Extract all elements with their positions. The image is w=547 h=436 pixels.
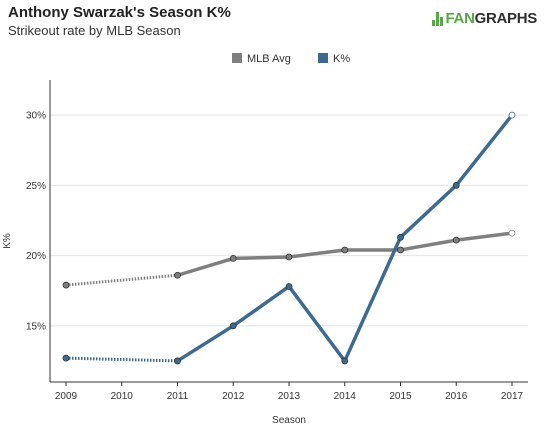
- data-point[interactable]: [62, 354, 70, 362]
- series-k-: [62, 111, 516, 365]
- data-point[interactable]: [452, 181, 460, 189]
- series-mlb-avg: [62, 229, 516, 289]
- legend-swatch: [232, 53, 242, 63]
- legend-label: MLB Avg: [247, 53, 291, 65]
- data-point[interactable]: [174, 357, 181, 365]
- series-line-segment: [65, 273, 178, 287]
- data-point[interactable]: [508, 111, 516, 119]
- series-line-segment: [287, 284, 347, 363]
- data-point[interactable]: [508, 229, 516, 237]
- data-point[interactable]: [341, 357, 349, 365]
- series-line-segment: [398, 183, 458, 240]
- logo-fan-text: FAN: [445, 10, 475, 27]
- data-point[interactable]: [452, 236, 460, 244]
- series-line-segment: [65, 356, 178, 363]
- x-tick-label: 2016: [445, 391, 468, 402]
- x-tick-label: 2014: [334, 391, 357, 402]
- chart-title: Anthony Swarzak's Season K%: [8, 4, 231, 21]
- x-tick-label: 2010: [111, 391, 134, 402]
- data-point[interactable]: [397, 246, 404, 254]
- data-point[interactable]: [285, 253, 293, 261]
- series-line-segment: [454, 113, 514, 188]
- x-tick-label: 2013: [278, 391, 301, 402]
- x-tick-label: 2011: [167, 391, 189, 402]
- data-point[interactable]: [341, 246, 349, 254]
- bar-chart-icon: [431, 11, 444, 26]
- data-point[interactable]: [174, 271, 181, 279]
- legend: MLB Avg K%: [232, 53, 350, 65]
- series-line-segment: [175, 324, 235, 363]
- legend-label: K%: [333, 53, 350, 65]
- series-line-segment: [175, 256, 235, 277]
- y-tick-label: 20%: [26, 251, 46, 262]
- data-point[interactable]: [229, 322, 237, 330]
- data-point[interactable]: [62, 281, 70, 289]
- series-line-segment: [287, 248, 347, 259]
- logo-graphs-text: GRAPHS: [474, 10, 538, 27]
- data-point[interactable]: [229, 254, 237, 262]
- y-tick-label: 15%: [26, 321, 46, 332]
- chart-subtitle: Strikeout rate by MLB Season: [8, 23, 181, 38]
- x-tick-label: 2012: [222, 391, 245, 402]
- grid-lines: [50, 114, 528, 327]
- y-tick-label: 30%: [26, 111, 46, 122]
- data-point[interactable]: [397, 233, 404, 241]
- axes: 15% 20% 25% 30% 2009 2010 2011 2012 2013 2014 2015…: [2, 80, 528, 426]
- fangraphs-logo: FAN GRAPHS: [431, 10, 538, 27]
- series-line-segment: [398, 238, 458, 252]
- series-line-segment: [343, 235, 403, 363]
- y-axis-label: K%: [2, 233, 13, 249]
- series-line-segment: [231, 284, 291, 328]
- x-axis-label: Season: [272, 415, 306, 426]
- data-point[interactable]: [285, 283, 293, 290]
- x-tick-label: 2017: [501, 391, 524, 402]
- x-tick-label: 2015: [389, 391, 412, 402]
- y-tick-label: 25%: [26, 181, 46, 192]
- legend-swatch: [318, 53, 328, 63]
- series-group: [62, 111, 516, 365]
- series-line-segment: [454, 231, 514, 242]
- series-line-segment: [231, 255, 291, 261]
- x-tick-label: 2009: [55, 391, 78, 402]
